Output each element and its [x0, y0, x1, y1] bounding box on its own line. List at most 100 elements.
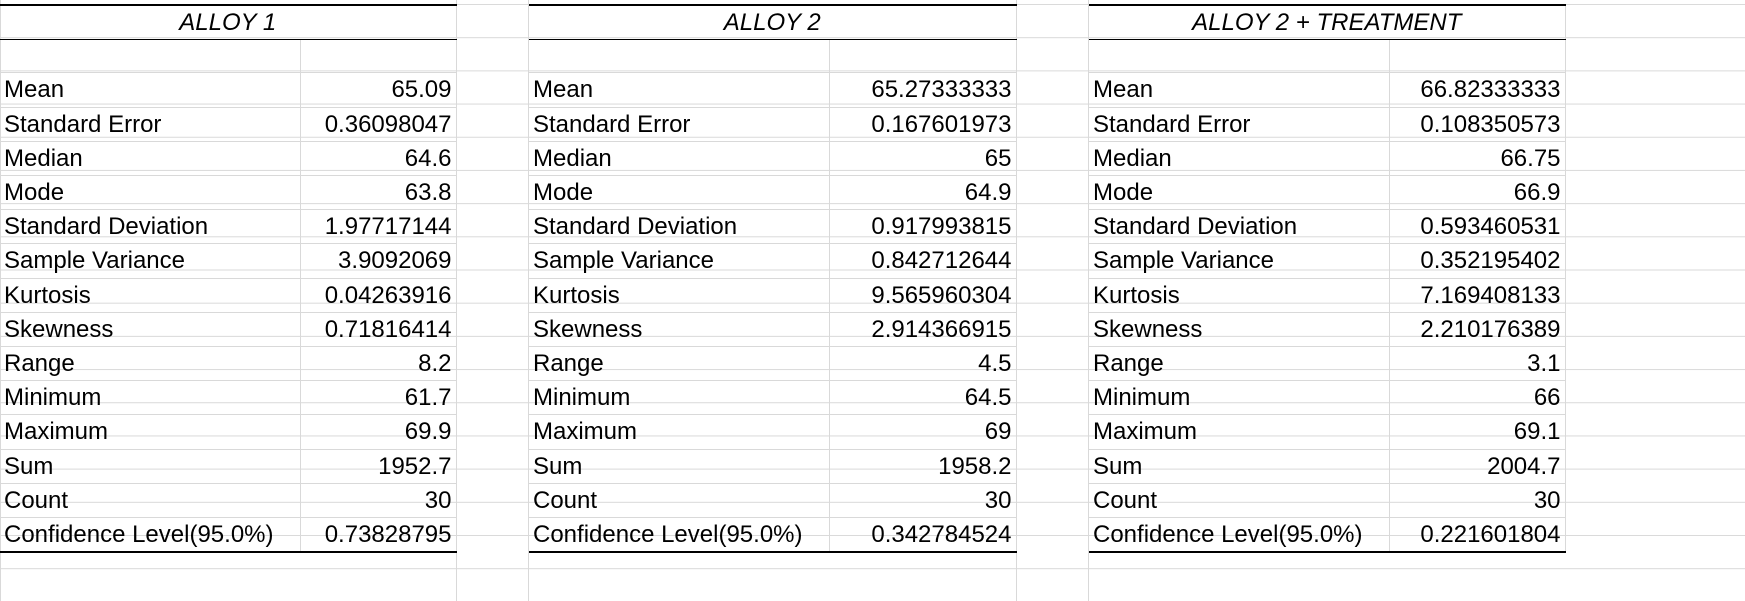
stat-label-cell[interactable]: Sample Variance: [529, 243, 830, 279]
stat-value-cell[interactable]: 7.169408133: [1389, 278, 1566, 313]
stat-value-cell[interactable]: 2.914366915: [829, 312, 1017, 348]
stat-label-cell[interactable]: Standard Error: [0, 107, 301, 142]
stat-value-cell[interactable]: 69.9: [300, 414, 457, 450]
stat-value-cell[interactable]: 2.210176389: [1389, 312, 1566, 348]
empty-cell[interactable]: [529, 39, 830, 74]
stat-label-cell[interactable]: Mean: [0, 72, 301, 108]
stat-value-cell[interactable]: 63.8: [300, 175, 457, 211]
stat-label-cell[interactable]: Range: [1089, 346, 1390, 382]
stat-label-cell[interactable]: Sum: [0, 449, 301, 484]
stat-value-cell[interactable]: 61.7: [300, 380, 457, 416]
stat-value-cell[interactable]: 64.5: [829, 380, 1017, 416]
stat-label-cell[interactable]: Kurtosis: [529, 278, 830, 313]
stat-label-cell[interactable]: Sum: [1089, 449, 1390, 484]
stat-label-cell[interactable]: Range: [0, 346, 301, 382]
stat-value-cell[interactable]: 65: [829, 141, 1017, 177]
stat-label-cell[interactable]: Minimum: [0, 380, 301, 416]
stat-value-cell[interactable]: 66: [1389, 380, 1566, 416]
empty-cell[interactable]: [300, 39, 457, 74]
stat-label-cell[interactable]: Standard Deviation: [1089, 209, 1390, 245]
stat-label-cell[interactable]: Mode: [1089, 175, 1390, 211]
empty-cell[interactable]: [0, 39, 301, 74]
stat-label-cell[interactable]: Count: [529, 483, 830, 519]
stat-value-cell[interactable]: 65.27333333: [829, 72, 1017, 108]
stat-value-cell[interactable]: 0.71816414: [300, 312, 457, 348]
stat-label-cell[interactable]: Count: [0, 483, 301, 519]
stat-label-cell[interactable]: Skewness: [529, 312, 830, 348]
table-row: Range 3.1: [1089, 346, 1566, 382]
stat-label-cell[interactable]: Sample Variance: [0, 243, 301, 279]
stat-value-cell[interactable]: 69: [829, 414, 1017, 450]
stat-label-cell[interactable]: Mode: [529, 175, 830, 211]
stat-value-cell[interactable]: 64.9: [829, 175, 1017, 211]
empty-cell[interactable]: [1089, 39, 1390, 74]
stat-value-cell[interactable]: 0.73828795: [300, 517, 457, 554]
table-row: Maximum 69.1: [1089, 414, 1566, 450]
blank-row: [1089, 39, 1566, 74]
stat-label-cell[interactable]: Maximum: [1089, 414, 1390, 450]
stat-value-cell[interactable]: 66.82333333: [1389, 72, 1566, 108]
stat-value-cell[interactable]: 65.09: [300, 72, 457, 108]
empty-cell[interactable]: [1389, 39, 1566, 74]
stat-value-cell[interactable]: 1952.7: [300, 449, 457, 484]
stat-value-cell[interactable]: 0.04263916: [300, 278, 457, 313]
stat-label-cell[interactable]: Mode: [0, 175, 301, 211]
table-title[interactable]: ALLOY 2: [529, 4, 1017, 41]
stat-value-cell[interactable]: 3.9092069: [300, 243, 457, 279]
stat-label-cell[interactable]: Mean: [1089, 72, 1390, 108]
stat-value-cell[interactable]: 2004.7: [1389, 449, 1566, 484]
stat-label-cell[interactable]: Median: [529, 141, 830, 177]
stat-label-cell[interactable]: Sample Variance: [1089, 243, 1390, 279]
stat-value-cell[interactable]: 0.842712644: [829, 243, 1017, 279]
stat-value-cell[interactable]: 30: [829, 483, 1017, 519]
stat-label-cell[interactable]: Mean: [529, 72, 830, 108]
stat-value-cell[interactable]: 66.9: [1389, 175, 1566, 211]
stat-value-cell[interactable]: 66.75: [1389, 141, 1566, 177]
table-row: Skewness 2.914366915: [529, 312, 1017, 348]
stat-label-cell[interactable]: Standard Error: [1089, 107, 1390, 142]
stat-label-cell[interactable]: Standard Deviation: [0, 209, 301, 245]
stat-value-cell[interactable]: 0.342784524: [829, 517, 1017, 554]
stat-label-cell[interactable]: Skewness: [0, 312, 301, 348]
stat-value-cell[interactable]: 0.36098047: [300, 107, 457, 142]
stat-label-cell[interactable]: Kurtosis: [1089, 278, 1390, 313]
stat-value-cell[interactable]: 1.97717144: [300, 209, 457, 245]
stat-value-cell[interactable]: 0.917993815: [829, 209, 1017, 245]
stat-label-cell[interactable]: Standard Error: [529, 107, 830, 142]
table-title[interactable]: ALLOY 2 + TREATMENT: [1089, 4, 1566, 41]
stat-label-cell[interactable]: Count: [1089, 483, 1390, 519]
stat-value-cell[interactable]: 0.167601973: [829, 107, 1017, 142]
stat-label-cell[interactable]: Median: [1089, 141, 1390, 177]
stat-label-cell[interactable]: Confidence Level(95.0%): [1089, 517, 1390, 554]
stat-value-cell[interactable]: 0.352195402: [1389, 243, 1566, 279]
stat-label-cell[interactable]: Confidence Level(95.0%): [529, 517, 830, 554]
stat-value-cell[interactable]: 64.6: [300, 141, 457, 177]
stat-label-cell[interactable]: Kurtosis: [0, 278, 301, 313]
stat-label-cell[interactable]: Range: [529, 346, 830, 382]
table-row: Minimum 66: [1089, 380, 1566, 416]
stat-label-cell[interactable]: Median: [0, 141, 301, 177]
stat-value-cell[interactable]: 0.593460531: [1389, 209, 1566, 245]
stat-label-cell[interactable]: Maximum: [0, 414, 301, 450]
stat-value-cell[interactable]: 9.565960304: [829, 278, 1017, 313]
stat-label-cell[interactable]: Standard Deviation: [529, 209, 830, 245]
stat-label-cell[interactable]: Minimum: [529, 380, 830, 416]
stat-value-cell[interactable]: 8.2: [300, 346, 457, 382]
stat-value-cell[interactable]: 3.1: [1389, 346, 1566, 382]
stat-value-cell[interactable]: 69.1: [1389, 414, 1566, 450]
table-title[interactable]: ALLOY 1: [0, 4, 457, 41]
table-row: Mean 66.82333333: [1089, 72, 1566, 108]
stat-label-cell[interactable]: Maximum: [529, 414, 830, 450]
stat-label-cell[interactable]: Confidence Level(95.0%): [0, 517, 301, 554]
stat-label-cell[interactable]: Minimum: [1089, 380, 1390, 416]
stat-label-cell[interactable]: Sum: [529, 449, 830, 484]
stat-value-cell[interactable]: 0.221601804: [1389, 517, 1566, 554]
stat-value-cell[interactable]: 30: [1389, 483, 1566, 519]
stat-label-cell[interactable]: Skewness: [1089, 312, 1390, 348]
empty-cell[interactable]: [829, 39, 1017, 74]
stat-value-cell[interactable]: 1958.2: [829, 449, 1017, 484]
stat-value-cell[interactable]: 4.5: [829, 346, 1017, 382]
stat-value-cell[interactable]: 0.108350573: [1389, 107, 1566, 142]
alloy-2-treatment-stats-table: ALLOY 2 + TREATMENT Mean 66.82333333 Standa…: [1089, 4, 1566, 554]
stat-value-cell[interactable]: 30: [300, 483, 457, 519]
